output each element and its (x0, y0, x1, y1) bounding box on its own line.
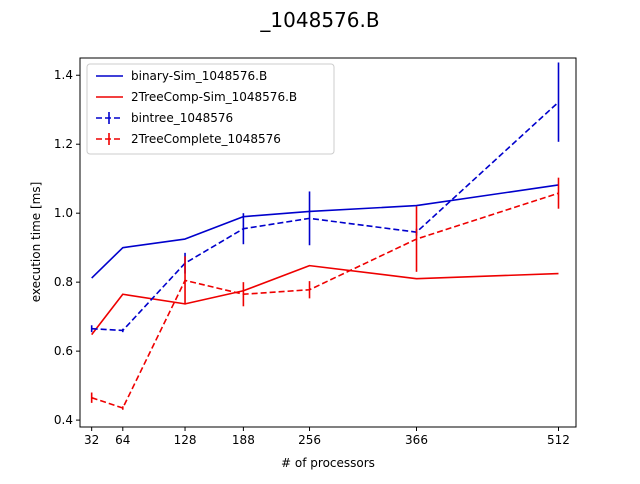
series-line-2 (91, 264, 559, 336)
plot-frame (79, 57, 577, 428)
legend-box (86, 63, 335, 155)
plot-area (90, 62, 560, 410)
legend-label: bintree_1048576 (131, 111, 233, 125)
y-axis-label: execution time [ms] (29, 182, 43, 303)
y-tick-label: 1.4 (54, 68, 73, 82)
legend-label: 2TreeComplete_1048576 (131, 132, 281, 146)
x-tick-label: 188 (232, 433, 255, 447)
legend: binary-Sim_1048576.B 2TreeComp-Sim_104857… (86, 63, 335, 155)
chart-title: _1048576.B (259, 8, 379, 32)
x-axis: 32 64 128 188 256 366 512 (84, 427, 570, 447)
x-tick-label: 512 (547, 433, 570, 447)
y-tick-label: 0.8 (54, 275, 73, 289)
x-tick-label: 32 (84, 433, 99, 447)
y-tick-label: 0.4 (54, 413, 73, 427)
legend-label: 2TreeComp-Sim_1048576.B (131, 90, 297, 104)
x-tick-label: 366 (405, 433, 428, 447)
x-tick-label: 128 (174, 433, 197, 447)
series-line-1 (91, 184, 559, 279)
x-axis-label: # of processors (281, 456, 375, 470)
y-tick-label: 1.0 (54, 206, 73, 220)
x-tick-label: 256 (298, 433, 321, 447)
x-tick-label: 64 (115, 433, 130, 447)
legend-label: binary-Sim_1048576.B (131, 69, 267, 83)
y-tick-label: 0.6 (54, 344, 73, 358)
y-axis: 0.4 0.6 0.8 1.0 1.2 1.4 (54, 68, 80, 427)
y-tick-label: 1.2 (54, 137, 73, 151)
